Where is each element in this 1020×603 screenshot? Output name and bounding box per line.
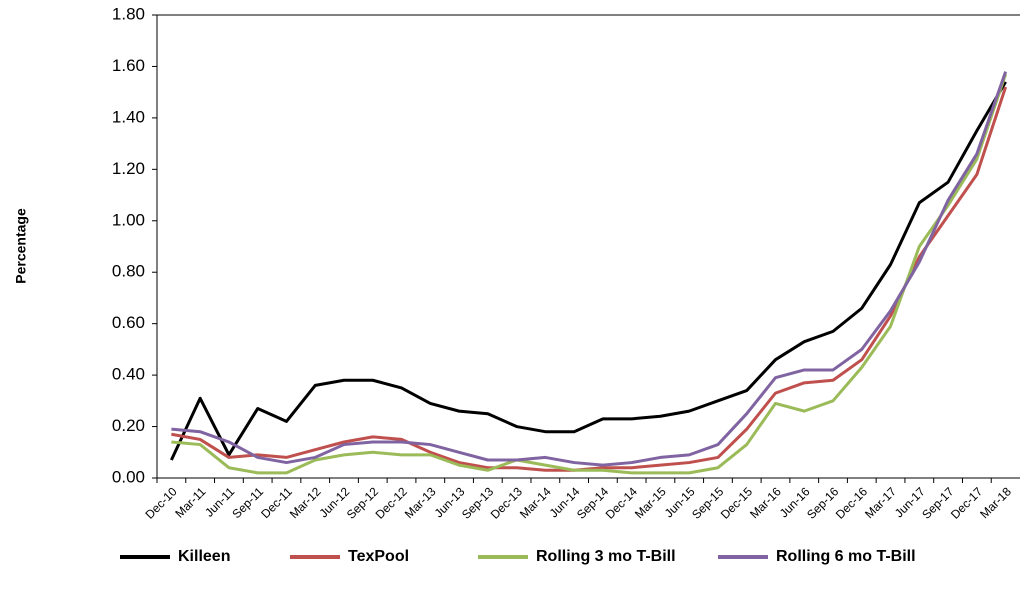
x-tick-label: Mar-18	[977, 484, 1014, 521]
x-tick-label: Mar-17	[862, 484, 899, 521]
y-tick-label: 0.80	[112, 262, 145, 281]
x-tick-label: Dec-11	[258, 484, 295, 521]
y-tick-label: 1.40	[112, 107, 145, 126]
y-axis-label: Percentage	[13, 208, 29, 284]
x-tick-label: Dec-12	[373, 484, 410, 521]
x-tick-label: Dec-14	[603, 484, 640, 521]
x-tick-label: Dec-13	[488, 484, 525, 521]
x-tick-label: Mar-16	[747, 484, 784, 521]
y-tick-label: 0.20	[112, 416, 145, 435]
x-tick-label: Dec-10	[142, 484, 179, 521]
y-tick-label: 0.40	[112, 365, 145, 384]
y-tick-label: 1.60	[112, 56, 145, 75]
x-tick-label: Dec-17	[948, 484, 985, 521]
series-line	[171, 73, 1008, 475]
y-tick-label: 1.80	[112, 4, 145, 23]
y-tick-label: 1.00	[112, 210, 145, 229]
y-tick-label: 0.00	[112, 467, 145, 486]
x-tick-label: Mar-12	[287, 484, 324, 521]
x-tick-label: Sep-11	[229, 484, 266, 521]
x-tick-label: Dec-16	[833, 484, 870, 521]
legend-label: Rolling 3 mo T-Bill	[536, 548, 676, 565]
legend-label: Killeen	[178, 548, 230, 565]
y-tick-label: 0.60	[112, 313, 145, 332]
x-tick-label: Mar-14	[517, 484, 554, 521]
series-line	[170, 81, 1007, 461]
x-tick-label: Mar-13	[402, 484, 439, 521]
legend-label: TexPool	[348, 548, 409, 565]
x-tick-label: Mar-15	[632, 484, 669, 521]
x-tick-label: Mar-11	[172, 484, 208, 520]
legend-label: Rolling 6 mo T-Bill	[776, 548, 916, 565]
y-tick-label: 1.20	[112, 159, 145, 178]
series-line	[171, 71, 1008, 467]
x-tick-label: Dec-15	[718, 484, 755, 521]
